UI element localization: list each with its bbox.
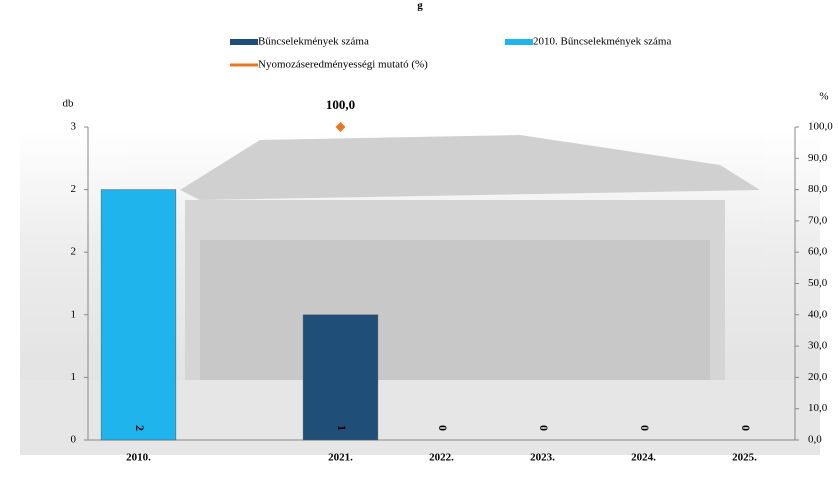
title-fragment: g — [417, 0, 423, 12]
x-tick-label: 2021. — [328, 452, 353, 464]
y2-tick-label: 100,0 — [808, 121, 833, 133]
y2-axis-label: % — [819, 91, 828, 103]
y2-tick-label: 50,0 — [808, 277, 828, 289]
y2-tick-label: 80,0 — [808, 183, 828, 195]
x-tick-label: 2022. — [429, 452, 454, 464]
bar — [302, 314, 379, 441]
legend-label: Bűncselekmények száma — [258, 36, 369, 48]
x-tick-label: 2024. — [631, 452, 656, 464]
y2-tick-label: 20,0 — [808, 371, 828, 383]
data-label: 2 — [133, 425, 147, 431]
data-label: 100,0 — [326, 97, 355, 112]
x-tick-label: 2010. — [126, 452, 151, 464]
legend-swatch — [505, 39, 533, 45]
y-tick-label: 2 — [71, 246, 77, 258]
y-tick-label: 2 — [71, 183, 77, 195]
legend-swatch — [230, 63, 258, 67]
y2-tick-label: 10,0 — [808, 402, 828, 414]
y-tick-label: 1 — [71, 371, 77, 383]
data-label: 0 — [537, 425, 551, 431]
y-axis-label: db — [63, 98, 75, 110]
y-tick-label: 3 — [71, 121, 77, 133]
y2-tick-label: 60,0 — [808, 246, 828, 258]
legend-label: Nyomozáseredményességi mutató (%) — [258, 59, 428, 71]
y-tick-label: 0 — [71, 434, 77, 446]
y-tick-label: 1 — [71, 308, 77, 320]
y2-tick-label: 40,0 — [808, 308, 828, 320]
data-label: 0 — [638, 425, 652, 431]
legend-swatch — [230, 39, 258, 45]
legend: Bűncselekmények száma 2010. Bűncselekmény… — [230, 36, 671, 71]
data-label: 0 — [739, 425, 753, 431]
x-tick-label: 2023. — [530, 452, 555, 464]
y2-tick-label: 30,0 — [808, 340, 828, 352]
x-tick-label: 2025. — [732, 452, 757, 464]
y2-tick-label: 70,0 — [808, 214, 828, 226]
legend-label: 2010. Bűncselekmények száma — [533, 36, 671, 48]
bar — [100, 189, 177, 441]
y2-tick-label: 90,0 — [808, 152, 828, 164]
data-label: 1 — [335, 425, 349, 431]
data-label: 0 — [436, 425, 450, 431]
y2-tick-label: 0,0 — [808, 434, 822, 446]
